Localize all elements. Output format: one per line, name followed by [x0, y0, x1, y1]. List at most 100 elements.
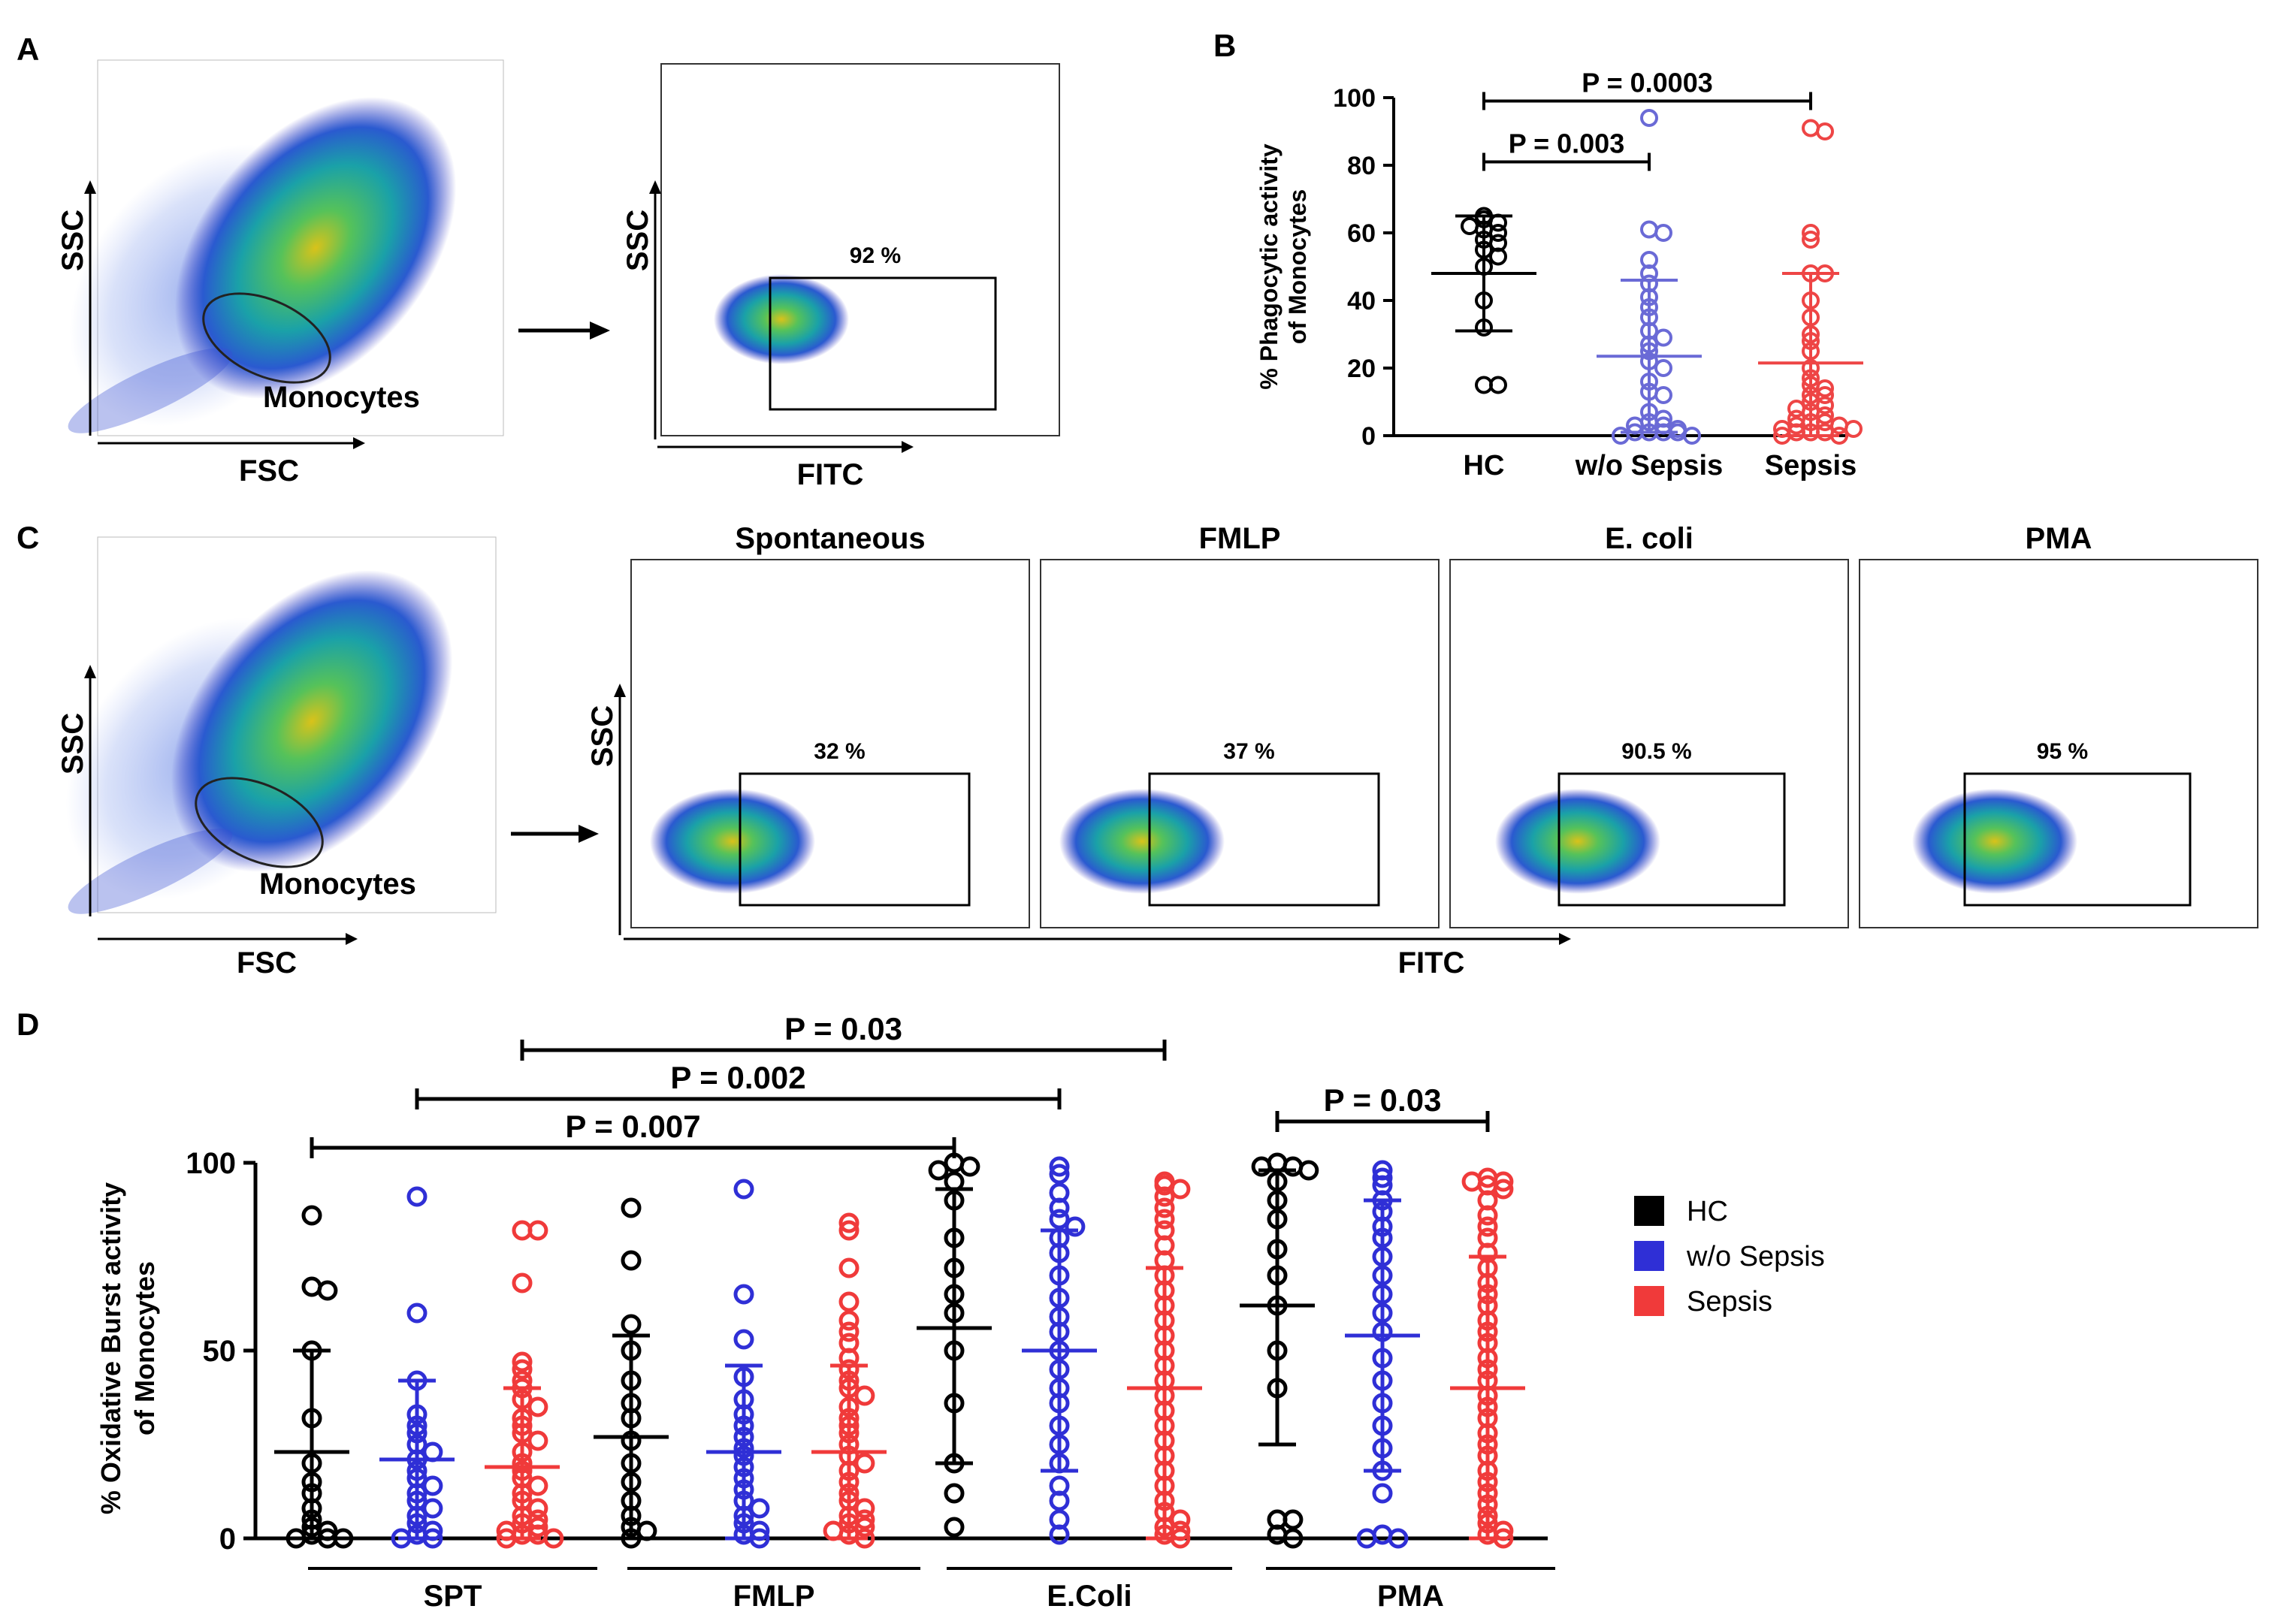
panel-d-pma-w-o-sepsis-point [1356, 1528, 1377, 1549]
panel-c-plot-spontaneous: 32 % Spontaneous [630, 522, 1030, 928]
panel-b-w-o-sepsis-point [1654, 386, 1672, 404]
panel-d-e-coli-w-o-sepsis-point [1049, 1209, 1070, 1230]
panel-d-y-tick-label: 100 [186, 1147, 236, 1180]
panel-b-w-o-sepsis-point [1612, 427, 1630, 445]
panel-d-y-label-line2: of Monocytes [129, 1261, 160, 1435]
panel-c-stim-x-label: FITC [1398, 946, 1465, 980]
panel-b-hc-point [1489, 247, 1507, 266]
panel-d-spt-sepsis-point [512, 1272, 533, 1293]
panel-d-spt-hc-point [301, 1205, 322, 1226]
panel-b-sepsis-point [1816, 122, 1834, 140]
panel-d-pma-w-o-sepsis-point [1372, 1483, 1393, 1504]
panel-d-spt-w-o-sepsis-point [406, 1303, 428, 1324]
panel-a-gate-percent: 92 % [850, 243, 901, 268]
panel-c-plot-fmlp: 37 % FMLP [1040, 522, 1440, 928]
panel-d-e-coli-hc-point [944, 1483, 965, 1504]
panel-d-e-coli-sepsis-point [1154, 1209, 1175, 1230]
panel-d-e-coli-w-o-sepsis-point [1049, 1156, 1070, 1177]
panel-d-fmlp-sepsis-point [838, 1257, 860, 1278]
panel-b-sepsis-point [1816, 379, 1834, 397]
monocyte-gate-ellipse [202, 292, 331, 384]
panel-d-oxidative-chart: % Oxidative Burst activity of Monocytes … [95, 1011, 1555, 1613]
panel-d-fmlp-sepsis-point [838, 1291, 860, 1312]
panel-a-fsc-ssc-plot: Monocytes FSC SSC [56, 59, 504, 488]
panel-d-pma-w-o-sepsis-point [1372, 1167, 1393, 1188]
panel-b-sepsis-point [1802, 119, 1820, 137]
panel-c-gate-box [1963, 772, 2192, 907]
panel-d-group-label: SPT [424, 1580, 482, 1613]
panel-b-category-label: HC [1464, 450, 1505, 481]
panel-d-fmlp-sepsis-point [838, 1321, 860, 1342]
panel-d-spt-sepsis-point [527, 1475, 548, 1496]
panel-d-y-label-line1: % Oxidative Burst activity [95, 1182, 126, 1514]
panel-d-spt-sepsis-point [527, 1220, 548, 1241]
panel-b-sepsis-point [1844, 420, 1863, 438]
panel-d-spt-sepsis-point [512, 1351, 533, 1372]
panel-c-plot-title: PMA [2026, 522, 2092, 555]
panel-c-cell-population [1059, 789, 1225, 894]
panel-c-gate-box [739, 772, 971, 907]
panel-b-phagocytic-chart: % Phagocytic activity of Monocytes 0 20 40… [1255, 68, 1863, 481]
panel-d-group-label: E.Coli [1047, 1580, 1131, 1613]
panel-d-letter: D [17, 1007, 39, 1042]
panel-d-fmlp-w-o-sepsis-point [733, 1179, 754, 1200]
panel-d-legend-label-hc: HC [1687, 1196, 1728, 1227]
panel-d-e-coli-w-o-sepsis-point [1065, 1216, 1086, 1237]
panel-c-y-label-ssc: SSC [56, 713, 89, 774]
panel-d-fmlp-sepsis-point [854, 1498, 875, 1519]
panel-d-fmlp-sepsis-point [838, 1310, 860, 1331]
panel-c-plot-title: FMLP [1199, 522, 1281, 555]
panel-b-y-label-line1: % Phagocytic activity [1255, 143, 1283, 389]
panel-d-spt-hc-point [317, 1280, 338, 1301]
panel-b-p-value: P = 0.0003 [1582, 68, 1713, 98]
panel-b-hc-point [1489, 376, 1507, 394]
panel-b-y-tick-label: 80 [1347, 152, 1376, 180]
panel-c-stimulation-plots: SSC FITC 32 % Spontaneous 37 % FMLP 90.5 % E.… [586, 522, 2258, 980]
panel-c-letter: C [17, 520, 39, 555]
panel-b-sepsis-point [1816, 386, 1834, 404]
panel-b-y-tick-label: 0 [1361, 422, 1376, 451]
panel-a-letter: A [17, 32, 39, 67]
panel-b-hc-point [1489, 224, 1507, 242]
panel-b-category-label: Sepsis [1765, 450, 1857, 481]
panel-b-y-tick-label: 40 [1347, 287, 1376, 315]
panel-c-gate-percent: 90.5 % [1621, 739, 1691, 764]
panel-b-hc-point [1461, 217, 1479, 235]
panel-d-legend-label-w-o-sepsis: w/o Sepsis [1686, 1241, 1825, 1272]
panel-d-group-label: PMA [1377, 1580, 1444, 1613]
panel-b-p-value: P = 0.003 [1509, 128, 1624, 159]
panel-d-group-label: FMLP [733, 1580, 815, 1613]
panel-d-spt-sepsis-point [512, 1359, 533, 1380]
panel-d-spt-w-o-sepsis-point [406, 1186, 428, 1207]
panel-d-fmlp-hc-point [621, 1250, 642, 1271]
panel-c-plot-e-coli: 90.5 % E. coli [1449, 522, 1849, 928]
panel-b-y-tick-label: 100 [1333, 84, 1376, 113]
fitc-gate-box [769, 276, 997, 411]
panel-b-w-o-sepsis-point [1654, 224, 1672, 242]
panel-d-fmlp-sepsis-point [838, 1212, 860, 1233]
panel-d-e-coli-w-o-sepsis-point [1049, 1524, 1070, 1545]
panel-d-spt-sepsis-point [527, 1430, 548, 1451]
panel-c-cell-population [1912, 789, 2077, 894]
panel-d-fmlp-w-o-sepsis-point [733, 1284, 754, 1305]
panel-c-gate-box [1148, 772, 1380, 907]
panel-c-stim-y-label: SSC [586, 705, 619, 767]
panel-d-e-coli-hc-point [928, 1160, 949, 1181]
panel-b-w-o-sepsis-point [1640, 109, 1658, 127]
panel-b-category-label: w/o Sepsis [1575, 450, 1723, 481]
panel-a2-y-label-ssc: SSC [621, 210, 654, 271]
panel-d-pma-sepsis-point [1477, 1205, 1498, 1226]
panel-d-fmlp-w-o-sepsis-point [749, 1498, 770, 1519]
panel-d-e-coli-w-o-sepsis-point [1049, 1164, 1070, 1185]
monocytes-gate-label: Monocytes [263, 381, 420, 414]
panel-d-fmlp-sepsis-point [838, 1220, 860, 1241]
panel-c-gate-box [1557, 772, 1786, 907]
panel-c-gate-percent: 95 % [2037, 739, 2088, 764]
panel-d-fmlp-sepsis-point [854, 1453, 875, 1474]
panel-c-plot-title: E. coli [1605, 522, 1693, 555]
panel-b-y-tick-label: 60 [1347, 219, 1376, 248]
panel-d-legend-swatch-w-o-sepsis [1634, 1241, 1664, 1271]
panel-d-fmlp-sepsis-point [854, 1385, 875, 1406]
panel-a-fitc-ssc-plot: 92 % FITC SSC [621, 63, 1060, 491]
